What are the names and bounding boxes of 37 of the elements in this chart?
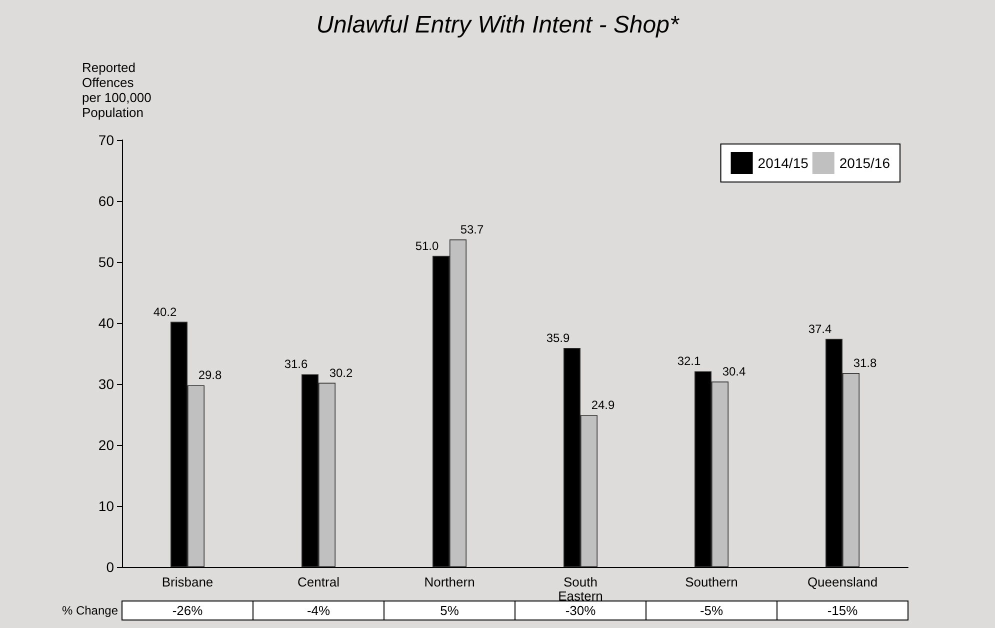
x-tick-label: Queensland (807, 574, 878, 590)
text: 5% (440, 603, 460, 618)
y-tick-label: 30 (98, 376, 114, 392)
y-axis-title: Reported Offences per 100,000 Population (82, 60, 152, 120)
y-tick-label: 0 (106, 559, 114, 575)
data-label: 31.6 (284, 357, 308, 372)
x-tick-label: Northern (424, 574, 475, 590)
data-label: 51.0 (415, 238, 439, 253)
text: -15% (827, 603, 858, 618)
chart-title: Unlawful Entry With Intent - Shop* (316, 12, 680, 38)
text: -5% (700, 603, 724, 618)
legend-label: 2014/15 (758, 155, 809, 171)
y-tick-label: 50 (98, 254, 114, 270)
data-label: 31.8 (853, 356, 877, 370)
x-tick-label: Southern (685, 574, 738, 590)
x-tick-label: South Eastern (558, 574, 603, 604)
text: -26% (172, 603, 204, 618)
data-label: 24.9 (591, 398, 615, 412)
x-tick-label: Central (298, 574, 340, 590)
legend-label: 2015/16 (839, 155, 890, 171)
data-label: 32.1 (677, 354, 701, 368)
data-label: 30.2 (329, 366, 353, 380)
data-label: 30.4 (722, 364, 746, 379)
x-tick-label: Brisbane (162, 574, 214, 590)
data-label: 53.7 (460, 222, 484, 236)
y-tick-label: 10 (98, 498, 114, 514)
data-label: 35.9 (546, 331, 570, 346)
text: % Change (62, 604, 118, 618)
y-tick-label: 40 (98, 315, 114, 331)
text: -4% (306, 603, 330, 618)
y-tick-label: 20 (98, 437, 114, 453)
y-tick-label: 70 (98, 132, 114, 148)
data-label: 37.4 (808, 322, 832, 336)
text: -30% (565, 603, 596, 618)
data-label: 40.2 (153, 304, 177, 319)
data-label: 29.8 (198, 368, 222, 382)
y-tick-label: 60 (98, 193, 114, 209)
